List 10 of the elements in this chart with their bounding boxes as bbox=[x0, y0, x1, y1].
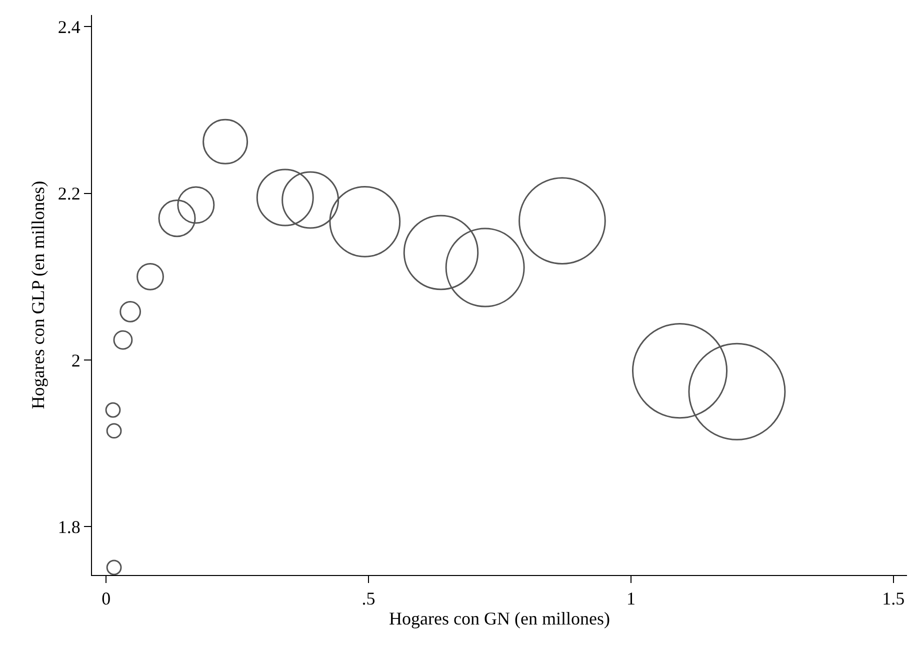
y-tick-label: 2.4 bbox=[58, 16, 80, 37]
y-axis-title: Hogares con GLP (en millones) bbox=[28, 180, 48, 410]
x-axis-title: Hogares con GN (en millones) bbox=[389, 608, 610, 629]
y-tick-label: 2 bbox=[71, 350, 80, 370]
x-tick-label: 0 bbox=[102, 588, 111, 609]
y-tick-label: 1.8 bbox=[58, 516, 80, 537]
y-tick-label: 2.2 bbox=[58, 184, 80, 204]
x-tick-label: .5 bbox=[362, 588, 376, 609]
x-tick-label: 1.5 bbox=[882, 588, 905, 609]
x-tick-label: 1 bbox=[626, 588, 636, 609]
